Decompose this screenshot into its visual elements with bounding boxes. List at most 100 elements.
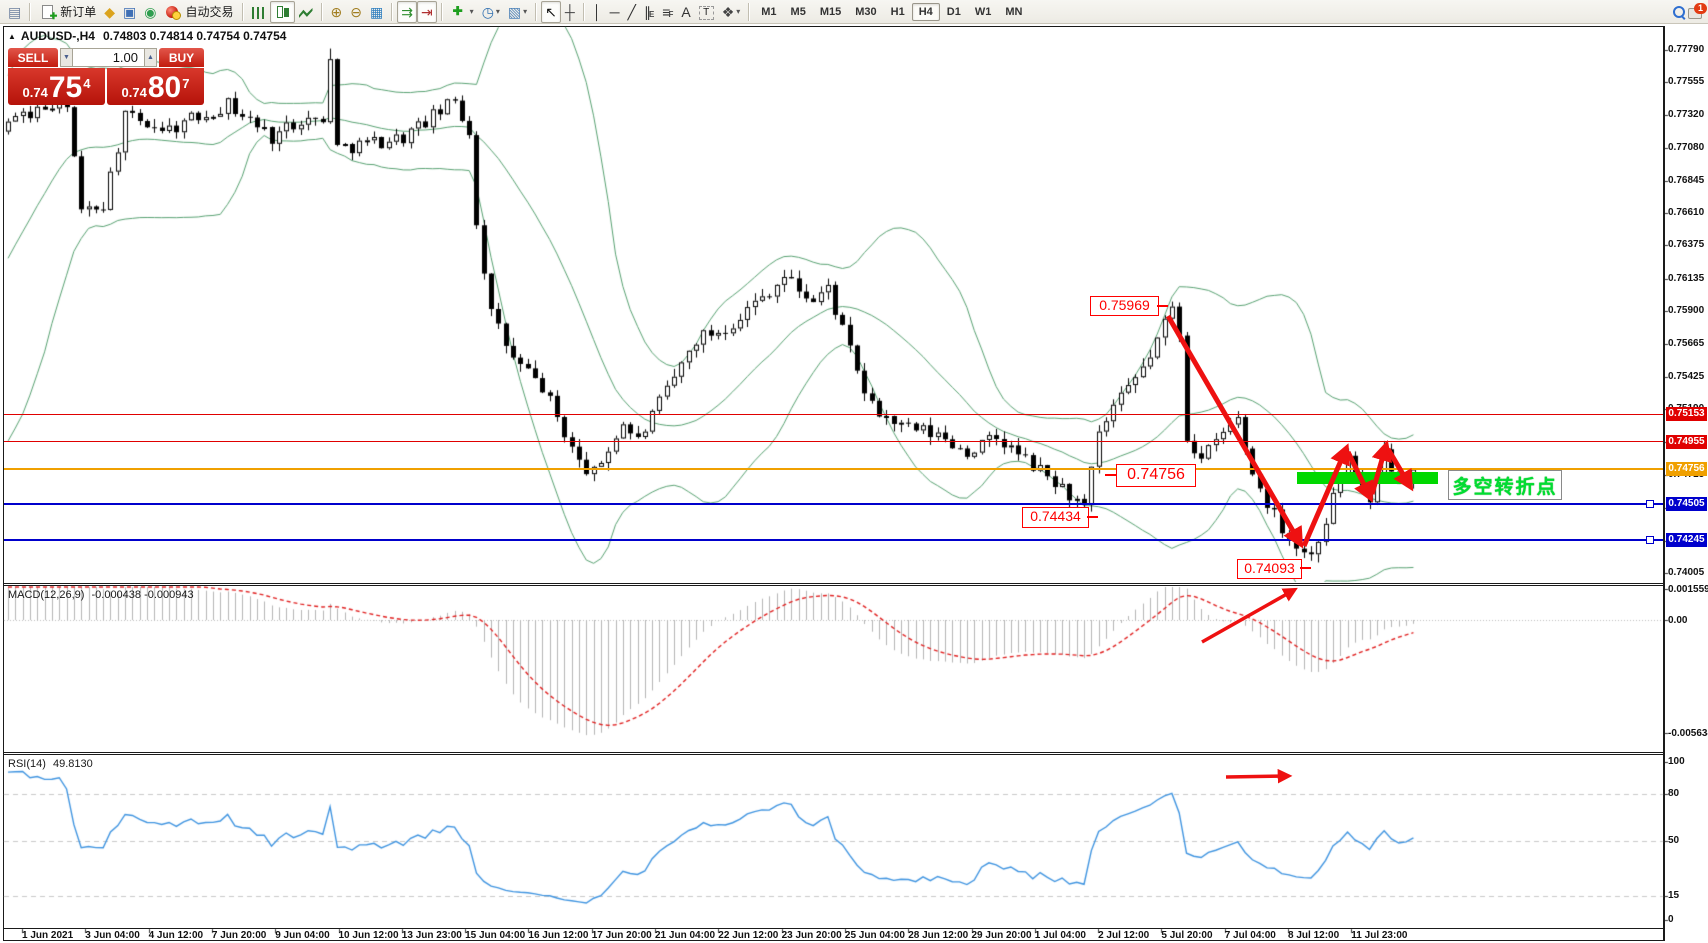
collapse-panel-icon[interactable]: ▲ [8, 31, 16, 41]
text-icon[interactable]: A [677, 1, 694, 23]
metaeditor-icon[interactable]: ◆ [100, 1, 119, 23]
templates-icon-caret[interactable]: ▾ [523, 7, 528, 16]
add-indicator-icon[interactable]: ▾ [447, 1, 478, 23]
fibonacci-icon: ≡ [662, 3, 671, 20]
price-axis-label: 0.77320 [1668, 108, 1705, 120]
panel-separator[interactable] [3, 585, 1664, 586]
sell-price-small: 0.74 [22, 85, 48, 100]
auto-scroll-icon: ⇉ [401, 3, 413, 20]
channel-icon-sub: E [648, 10, 655, 19]
turning-point-callout[interactable]: 多空转折点 [1448, 470, 1562, 500]
virtual-hosting-icon[interactable]: ▣ [119, 1, 140, 23]
date-axis-label: 13 Jun 23:00 [401, 930, 462, 941]
price-axis-label: 0.75900 [1668, 305, 1705, 317]
trendline-icon[interactable]: ╱ [624, 1, 640, 23]
volume-input[interactable]: 1.00 [73, 48, 144, 67]
new-order-button [39, 4, 57, 22]
add-indicator-icon-caret[interactable]: ▾ [469, 7, 474, 16]
channel-icon[interactable]: ∥ E [640, 1, 658, 23]
vertical-line-icon[interactable]: │ [589, 1, 606, 23]
chart-candles-icon[interactable] [269, 0, 295, 23]
horizontal-level-line[interactable] [4, 468, 1663, 471]
panel-separator[interactable] [3, 754, 1664, 755]
annotation-tick [1300, 567, 1311, 569]
timeframe-m1[interactable]: M1 [761, 5, 777, 18]
turning-zone-highlight[interactable] [1297, 472, 1438, 484]
autotrading-button[interactable]: 自动交易 [160, 1, 237, 23]
price-axis-line [1664, 26, 1665, 941]
tile-windows-icon: ▦ [369, 3, 384, 20]
line-endpoint-handle[interactable] [1646, 499, 1654, 508]
zoom-out-icon[interactable]: ⊖ [346, 1, 366, 23]
date-axis-label: 8 Jul 12:00 [1288, 930, 1340, 941]
timeframe-d1[interactable]: D1 [946, 5, 961, 18]
macd-values: -0.000438 -0.000943 [91, 589, 194, 601]
buy-button[interactable]: BUY [159, 48, 204, 67]
line-endpoint-handle[interactable] [1646, 535, 1654, 544]
cursor-icon[interactable]: ↖ [541, 0, 561, 23]
chart-window-icon: ▤ [8, 3, 22, 20]
date-axis-label: 4 Jun 12:00 [148, 930, 204, 941]
annotation-price-label[interactable]: 0.74756 [1116, 464, 1196, 487]
horizontal-level-line[interactable] [4, 538, 1663, 541]
chart-line-icon[interactable] [295, 1, 317, 23]
notifications-icon[interactable]: 1 [1687, 2, 1707, 20]
annotation-price-label[interactable]: 0.74434 [1022, 507, 1089, 528]
horizontal-level-line[interactable] [4, 502, 1663, 505]
tile-windows-icon[interactable]: ▦ [366, 1, 387, 23]
timeframe-h1[interactable]: H1 [890, 5, 905, 18]
horizontal-line-icon: ─ [609, 3, 620, 20]
toolbar-separator [440, 2, 443, 21]
annotation-price-label[interactable]: 0.74093 [1237, 559, 1302, 579]
timeframe-h4[interactable]: H4 [911, 2, 940, 21]
date-axis-label: 25 Jun 04:00 [844, 930, 905, 941]
timeframe-m30[interactable]: M30 [855, 5, 877, 18]
volume-decrease-button[interactable]: ▼ [60, 48, 73, 67]
volume-increase-button[interactable]: ▲ [144, 48, 157, 67]
shapes-icon[interactable]: ❖ ▾ [718, 1, 745, 23]
text-label-icon[interactable]: T [695, 1, 718, 23]
buy-price-display[interactable]: 0.74 80 7 [107, 68, 204, 105]
zoom-in-icon[interactable]: ⊕ [327, 1, 347, 23]
horizontal-level-line[interactable] [4, 441, 1663, 443]
chart-shift-icon[interactable]: ⇥ [416, 0, 437, 23]
date-axis-label: 2 Jul 12:00 [1098, 930, 1150, 941]
timeframe-mn[interactable]: MN [1005, 5, 1023, 18]
macd-name: MACD(12,26,9) [8, 589, 85, 601]
virtual-hosting-icon: ▣ [123, 3, 137, 20]
rsi-axis-label: 100 [1668, 756, 1685, 767]
panel-separator[interactable] [3, 583, 1664, 584]
horizontal-level-line[interactable] [4, 413, 1663, 415]
price-axis-label: 0.76610 [1668, 207, 1705, 219]
date-axis-label: 21 Jun 04:00 [655, 930, 716, 941]
crosshair-icon[interactable]: ┼ [561, 1, 579, 23]
timeframe-w1[interactable]: W1 [974, 5, 992, 18]
auto-scroll-icon[interactable]: ⇉ [397, 0, 417, 23]
price-axis-badge: 0.74756 [1666, 462, 1707, 477]
periods-icon-caret[interactable]: ▾ [495, 7, 500, 16]
autotrading-button-label: 自动交易 [185, 5, 234, 19]
fibonacci-icon[interactable]: ≡ F [658, 1, 677, 23]
timeframe-m15[interactable]: M15 [819, 5, 842, 18]
one-click-trading-panel: SELL ▼ 1.00 ▲ BUY 0.74 75 4 0.74 80 7 [8, 48, 204, 105]
chart-window-icon[interactable]: ▤ [4, 1, 25, 23]
templates-icon[interactable]: ▧ ▾ [504, 1, 531, 23]
annotation-price-label[interactable]: 0.75969 [1090, 296, 1159, 316]
horizontal-line-icon[interactable]: ─ [606, 1, 624, 23]
notification-badge: 1 [1694, 2, 1707, 14]
signals-icon[interactable]: ◉ [140, 1, 160, 23]
chart-bars-icon[interactable] [248, 1, 270, 23]
shapes-icon: ❖ [721, 3, 735, 20]
periods-icon[interactable]: ◷ ▾ [478, 1, 504, 23]
timeframe-m5[interactable]: M5 [790, 5, 806, 18]
new-order-button[interactable]: 新订单 [35, 1, 100, 23]
price-axis-label: 0.75665 [1668, 337, 1705, 349]
sell-button[interactable]: SELL [8, 48, 58, 67]
rsi-axis-label: 80 [1668, 787, 1680, 799]
search-icon[interactable] [1671, 4, 1687, 20]
sell-price-display[interactable]: 0.74 75 4 [8, 68, 105, 105]
signals-icon: ◉ [144, 3, 157, 20]
shapes-icon-caret[interactable]: ▾ [736, 7, 741, 16]
panel-separator[interactable] [3, 752, 1664, 753]
